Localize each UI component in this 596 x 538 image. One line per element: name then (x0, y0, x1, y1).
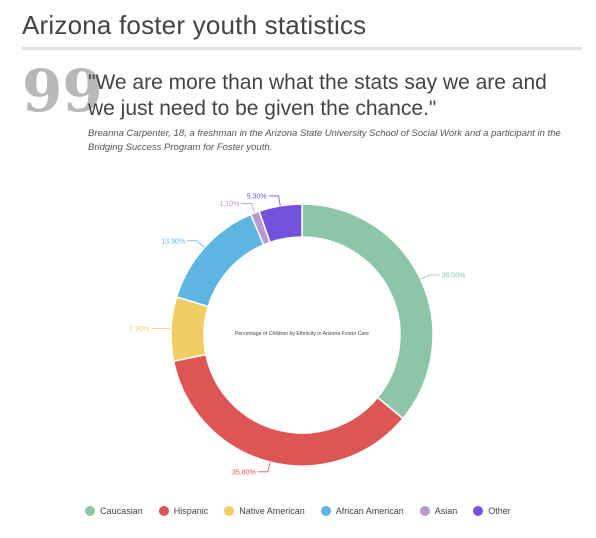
page-title: Arizona foster youth statistics (22, 10, 367, 40)
legend-label: Hispanic (173, 506, 209, 516)
title-divider (22, 47, 582, 50)
value-label: 13.90% (161, 238, 185, 245)
legend-swatch (419, 506, 430, 516)
chart-label-leaders (151, 195, 440, 473)
legend-label: Other (488, 506, 511, 516)
legend-item: Hispanic (158, 506, 209, 516)
value-label: 5.30% (247, 193, 267, 200)
legend-item: Native American (224, 506, 305, 516)
leader-line (241, 203, 256, 213)
legend-label: African American (335, 506, 404, 516)
slice-native-american (170, 295, 210, 363)
chart-value-labels: 36.00% 35.80% 7.90% 13.90% 1.10% 5.30% (129, 193, 465, 476)
legend-label: Caucasian (100, 506, 143, 516)
quote-icon: 99 (22, 57, 103, 125)
legend-item: Asian (419, 506, 458, 516)
value-label: 7.90% (129, 326, 149, 333)
leader-line (257, 461, 271, 473)
slice-caucasian (301, 203, 434, 420)
leader-line (187, 240, 205, 248)
chart-center-title: Percentage of Children by Ethnicity in A… (235, 331, 369, 337)
value-label: 1.10% (219, 201, 239, 208)
quote-attribution: Breanna Carpenter, 18, a freshman in the… (88, 128, 561, 153)
legend-item: Caucasian (85, 506, 143, 516)
leader-line (268, 195, 281, 206)
slice-other (258, 203, 303, 244)
value-label: 35.80% (232, 469, 256, 476)
slice-hispanic (172, 353, 404, 467)
legend-swatch (224, 506, 235, 516)
legend-swatch (320, 506, 331, 516)
legend-item: Other (473, 506, 511, 516)
legend-label: Asian (434, 506, 458, 516)
legend-label: Native American (239, 506, 305, 516)
chart-slices (170, 203, 434, 467)
donut-chart: 36.00% 35.80% 7.90% 13.90% 1.10% 5.30% Percen… (129, 193, 465, 476)
quote-text: "We are more than what the stats say we … (88, 71, 547, 120)
leader-line (420, 274, 440, 280)
legend-swatch (473, 506, 484, 516)
legend-item: African American (320, 506, 404, 516)
legend-swatch (158, 506, 169, 516)
chart-legend: Caucasian Hispanic Native American African … (0, 506, 596, 516)
legend-swatch (85, 506, 96, 516)
value-label: 36.00% (442, 272, 466, 279)
slice-african-american (175, 213, 265, 308)
